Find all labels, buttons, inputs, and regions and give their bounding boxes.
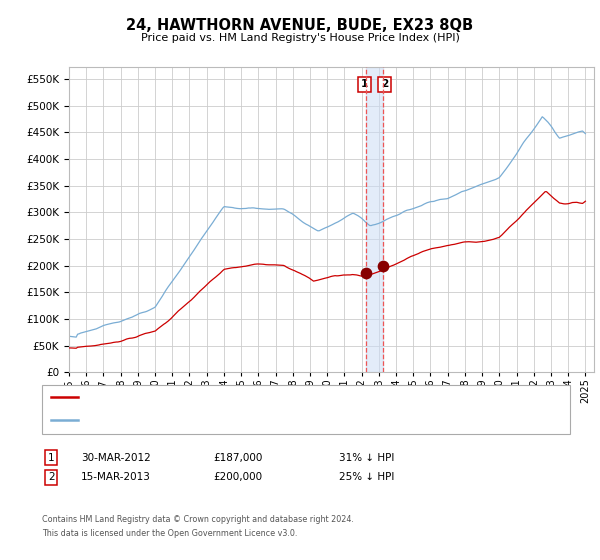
Point: [361, 268, 371, 277]
Text: HPI: Average price, detached house, Cornwall: HPI: Average price, detached house, Corn…: [83, 415, 321, 425]
Text: 2: 2: [48, 472, 55, 482]
Text: £187,000: £187,000: [213, 452, 262, 463]
Text: 1: 1: [361, 80, 368, 89]
Text: 24, HAWTHORN AVENUE, BUDE, EX23 8QB (detached house): 24, HAWTHORN AVENUE, BUDE, EX23 8QB (det…: [83, 392, 399, 402]
Text: 30-MAR-2012: 30-MAR-2012: [81, 452, 151, 463]
Text: 2: 2: [381, 80, 388, 89]
Point: [379, 261, 388, 270]
Text: £200,000: £200,000: [213, 472, 262, 482]
Text: This data is licensed under the Open Government Licence v3.0.: This data is licensed under the Open Gov…: [42, 529, 298, 538]
Text: 24, HAWTHORN AVENUE, BUDE, EX23 8QB: 24, HAWTHORN AVENUE, BUDE, EX23 8QB: [127, 18, 473, 32]
Text: 1: 1: [48, 452, 55, 463]
Text: 15-MAR-2013: 15-MAR-2013: [81, 472, 151, 482]
Text: 31% ↓ HPI: 31% ↓ HPI: [339, 452, 394, 463]
Text: 25% ↓ HPI: 25% ↓ HPI: [339, 472, 394, 482]
Bar: [366, 67, 383, 372]
Text: Contains HM Land Registry data © Crown copyright and database right 2024.: Contains HM Land Registry data © Crown c…: [42, 515, 354, 524]
Text: Price paid vs. HM Land Registry's House Price Index (HPI): Price paid vs. HM Land Registry's House …: [140, 32, 460, 43]
